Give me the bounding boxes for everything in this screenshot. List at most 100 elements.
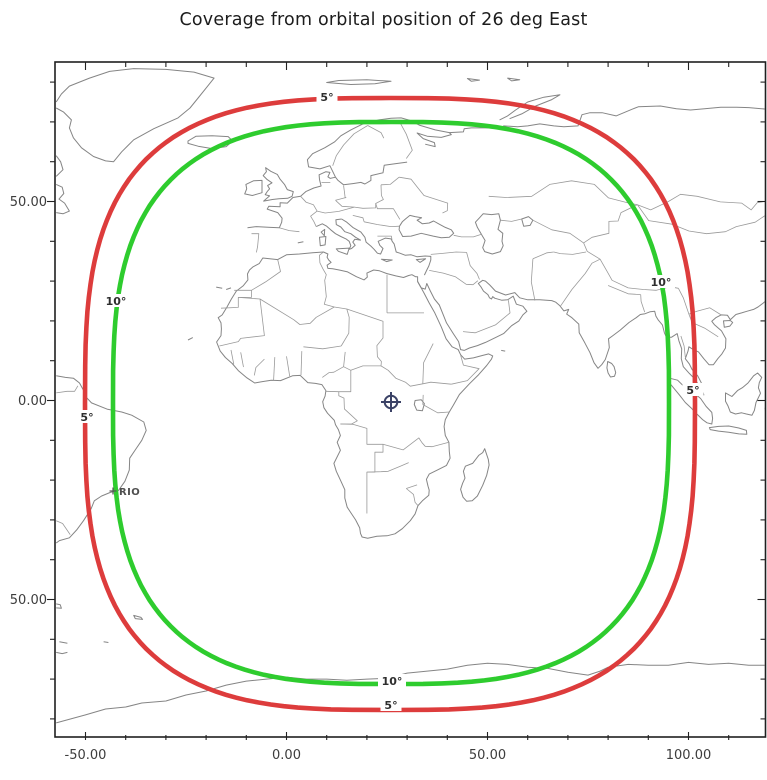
country-border <box>352 215 365 222</box>
country-border <box>406 488 419 506</box>
country-border <box>338 391 358 425</box>
coastline-path <box>262 167 294 202</box>
country-border <box>451 354 480 385</box>
country-border <box>462 300 511 334</box>
country-border <box>253 358 265 376</box>
coastline-path <box>56 603 62 609</box>
country-border <box>332 125 368 166</box>
coastline-path <box>315 218 361 250</box>
coastline-path <box>521 216 534 227</box>
coastline-path <box>341 218 432 276</box>
contour-label: 5° <box>320 91 333 104</box>
country-border <box>251 233 260 253</box>
country-border <box>279 227 300 233</box>
contour-label-gap <box>316 90 338 103</box>
contour-label-gap <box>378 674 406 687</box>
country-border <box>340 308 350 347</box>
country-border <box>251 259 281 291</box>
coastline-path <box>417 279 765 396</box>
x-axis-tick-label: 100.00 <box>666 748 712 763</box>
contour-label: 5° <box>686 384 699 397</box>
contour-elevation-5deg <box>82 95 698 713</box>
y-axis-tick-label: 50.00 <box>10 195 47 210</box>
coastline-path <box>306 117 452 178</box>
coastline-path <box>725 372 763 416</box>
country-border <box>354 203 377 209</box>
country-border <box>422 343 434 384</box>
contour-label-gap <box>682 383 704 396</box>
contour-label-gap <box>102 294 130 307</box>
plot-frame <box>54 61 767 738</box>
country-border <box>680 335 686 358</box>
country-border <box>640 294 646 313</box>
coastline-path <box>297 241 304 244</box>
coastline-layer <box>55 68 765 724</box>
country-border <box>340 423 384 514</box>
country-border <box>219 297 265 347</box>
subsatellite-marker <box>381 392 401 412</box>
country-border <box>429 270 479 286</box>
country-border <box>466 252 480 280</box>
country-border <box>488 180 638 206</box>
contour-label-gap <box>380 698 402 711</box>
coastline-path <box>56 661 765 724</box>
country-border <box>319 251 335 308</box>
country-border <box>382 437 450 451</box>
coastline-path <box>398 214 455 239</box>
country-border <box>286 356 291 377</box>
contour-label: 10° <box>651 276 672 289</box>
country-border <box>335 200 355 208</box>
coastline-path <box>606 361 617 378</box>
contour-label: 5° <box>384 699 397 712</box>
coastline-path <box>244 179 263 196</box>
x-axis-tick-label: -50.00 <box>65 748 107 763</box>
coastline-path <box>474 213 504 255</box>
y-axis-tick-label: 0.00 <box>18 394 47 409</box>
country-border <box>678 288 722 316</box>
contour-label: 10° <box>106 295 127 308</box>
country-border <box>335 197 347 201</box>
country-border <box>56 385 79 394</box>
coastline-path <box>319 236 327 247</box>
country-border <box>317 206 355 214</box>
coastline-path <box>216 251 494 539</box>
country-border <box>377 235 393 242</box>
coastline-path <box>335 247 350 255</box>
country-border <box>343 365 381 371</box>
country-border <box>399 122 413 159</box>
country-border <box>325 370 352 393</box>
coastline-path <box>133 614 144 620</box>
coastline-path <box>216 286 223 289</box>
country-border <box>377 224 400 228</box>
coastline-path <box>413 399 425 412</box>
coastline-path <box>59 641 68 644</box>
coastline-path <box>55 68 215 163</box>
contour-label-gap <box>76 410 98 423</box>
coastline-path <box>501 349 506 352</box>
coastline-path <box>56 651 68 655</box>
contour-layer <box>82 95 698 713</box>
map-layer <box>55 68 765 724</box>
country-border <box>300 351 303 376</box>
country-border <box>406 484 418 489</box>
x-axis-tick-label: 50.00 <box>469 748 506 763</box>
country-border <box>56 520 71 535</box>
coastline-path <box>466 78 480 82</box>
coastline-path <box>507 77 521 82</box>
coastline-path <box>380 258 393 263</box>
contour-label-gap <box>647 275 675 288</box>
country-border <box>343 185 346 198</box>
country-border <box>259 298 335 325</box>
country-border <box>334 306 452 387</box>
coastline-path <box>55 375 147 544</box>
coastline-path <box>460 448 490 502</box>
city-marker-rio: RIO <box>109 487 140 498</box>
contour-elevation-10deg <box>110 119 672 687</box>
country-border <box>532 219 584 244</box>
country-border <box>553 251 587 255</box>
country-border <box>688 313 719 338</box>
country-border <box>300 196 318 227</box>
y-axis-tick-label: 50.00 <box>10 593 47 608</box>
country-border <box>322 351 346 378</box>
